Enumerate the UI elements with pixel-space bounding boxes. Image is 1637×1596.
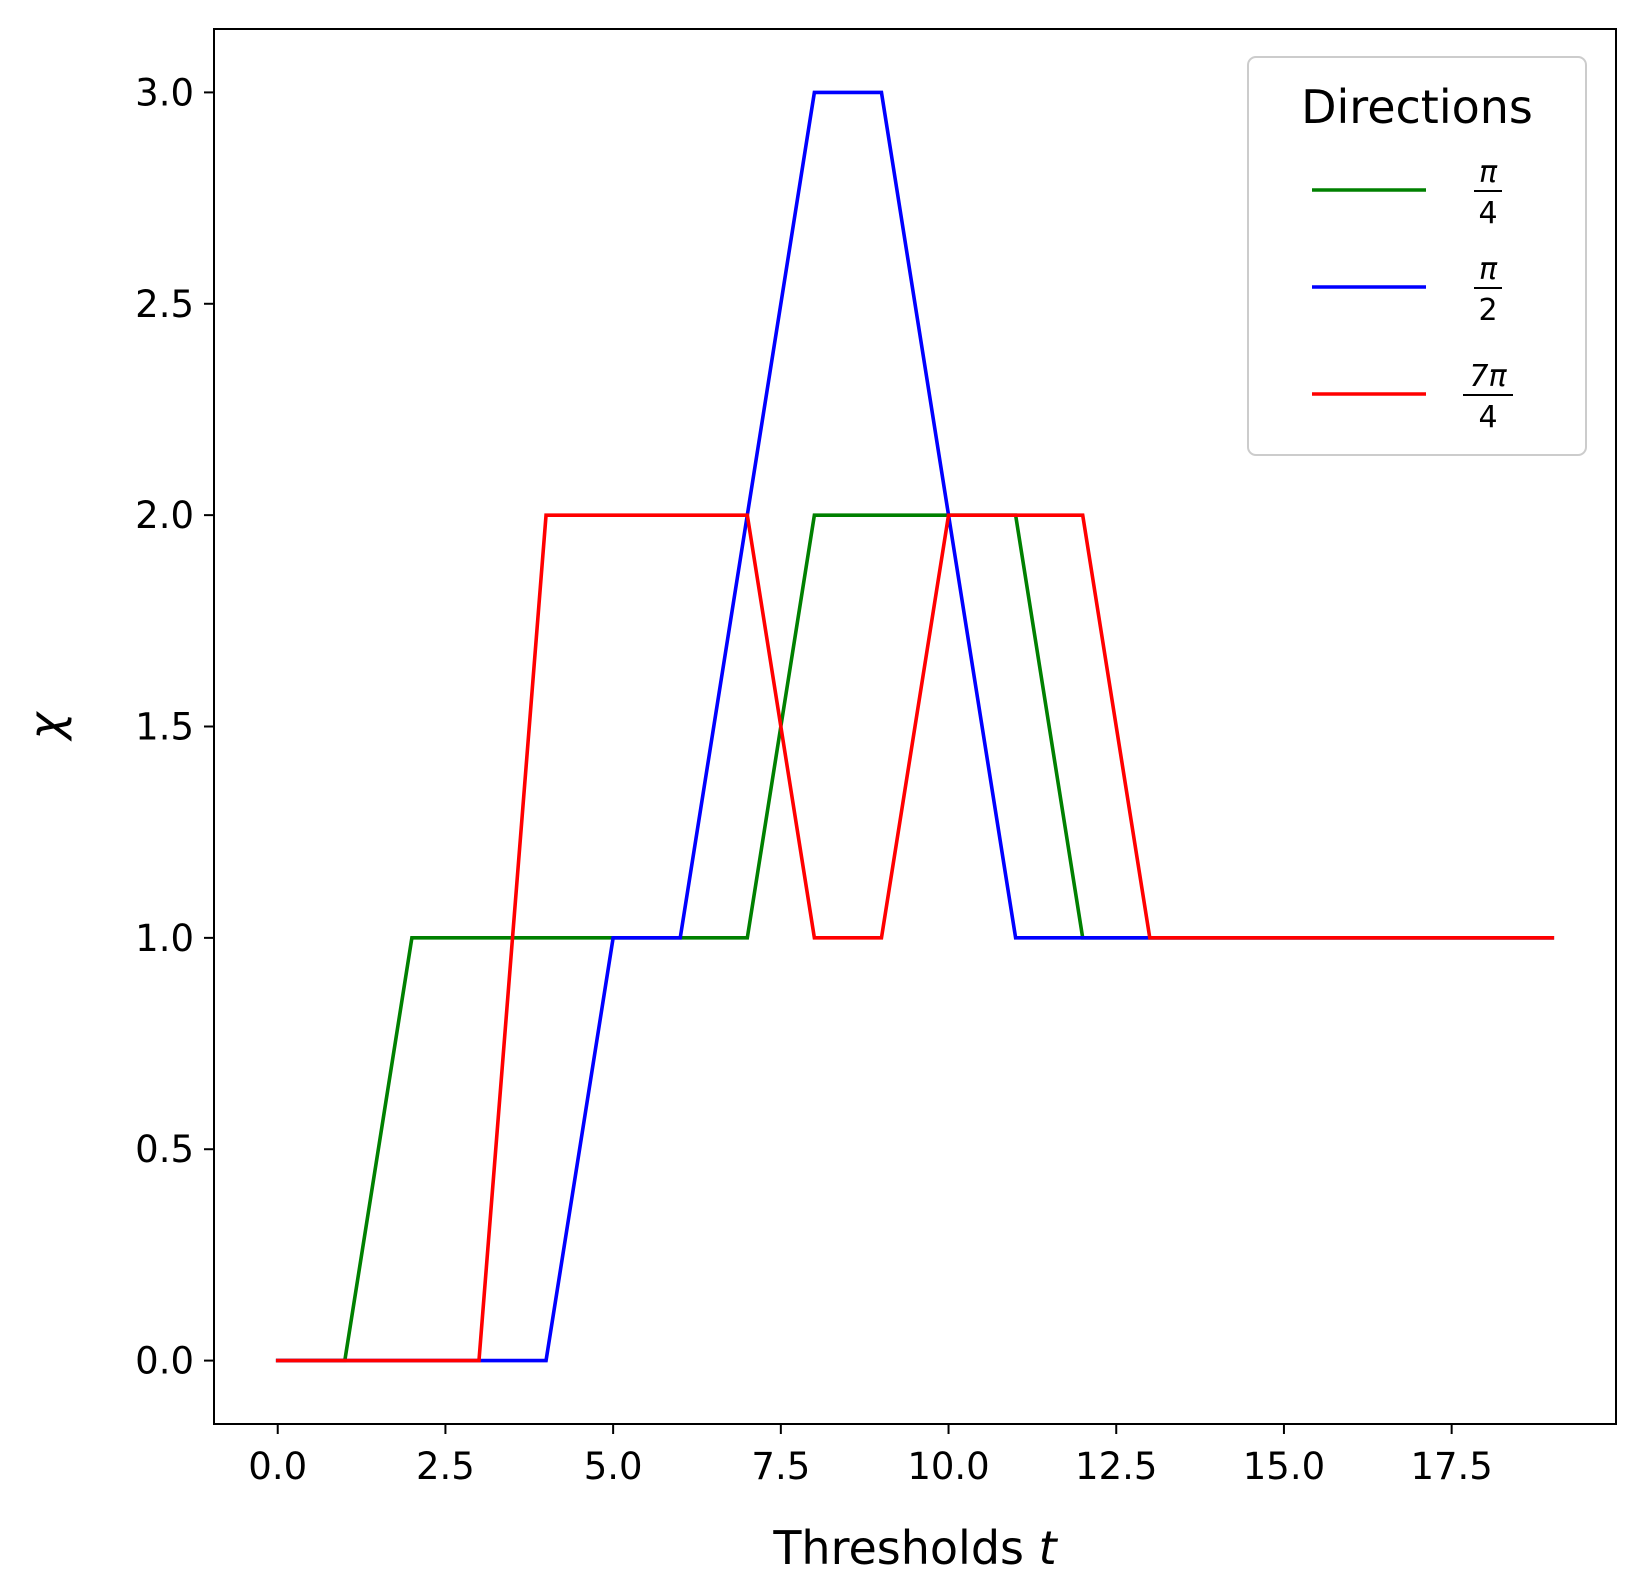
legend-entry-2: π2 bbox=[1312, 252, 1502, 328]
legend-entry-3: 7π4 bbox=[1312, 359, 1513, 435]
x-tick-label: 2.5 bbox=[416, 1445, 475, 1488]
x-tick-label: 5.0 bbox=[584, 1445, 643, 1488]
y-tick-label: 2.5 bbox=[135, 283, 194, 326]
y-tick-label: 3.0 bbox=[135, 71, 194, 114]
x-tick-label: 12.5 bbox=[1075, 1445, 1157, 1488]
y-tick-label: 1.0 bbox=[135, 917, 194, 960]
x-tick-label: 7.5 bbox=[751, 1445, 810, 1488]
legend-label-numerator: 7π bbox=[1469, 359, 1507, 394]
y-axis-label: χ bbox=[19, 711, 73, 743]
x-tick-label: 15.0 bbox=[1243, 1445, 1325, 1488]
y-tick-label: 0.0 bbox=[135, 1340, 194, 1383]
y-tick-label: 1.5 bbox=[135, 706, 194, 749]
legend-box bbox=[1247, 56, 1587, 456]
series-layer bbox=[275, 90, 1555, 1363]
legend-label-numerator: π bbox=[1479, 155, 1498, 190]
x-tick-label: 17.5 bbox=[1410, 1445, 1492, 1488]
y-tick-label: 0.5 bbox=[135, 1128, 194, 1171]
y-tick-label: 2.0 bbox=[135, 494, 194, 537]
series-line-3 bbox=[275, 513, 1555, 1363]
legend-entry-1: π4 bbox=[1312, 155, 1502, 231]
legend-label-numerator: π bbox=[1479, 252, 1498, 287]
x-axis-ticks: 0.0 2.5 5.0 7.5 10.0 12.5 15.0 17.5 bbox=[248, 1424, 1493, 1488]
legend-label-denominator: 4 bbox=[1478, 196, 1497, 231]
x-tick-label: 10.0 bbox=[907, 1445, 989, 1488]
x-axis-label: Thresholds t bbox=[772, 1521, 1058, 1575]
legend-title: Directions bbox=[1301, 80, 1533, 134]
y-axis-ticks: 0.0 0.5 1.0 1.5 2.0 2.5 3.0 bbox=[135, 71, 214, 1383]
x-axis-label-variable: t bbox=[1039, 1521, 1059, 1575]
legend-label-denominator: 2 bbox=[1478, 293, 1497, 328]
x-axis-label-text: Thresholds bbox=[772, 1521, 1024, 1575]
x-tick-label: 0.0 bbox=[248, 1445, 307, 1488]
legend-label-denominator: 4 bbox=[1478, 400, 1497, 435]
